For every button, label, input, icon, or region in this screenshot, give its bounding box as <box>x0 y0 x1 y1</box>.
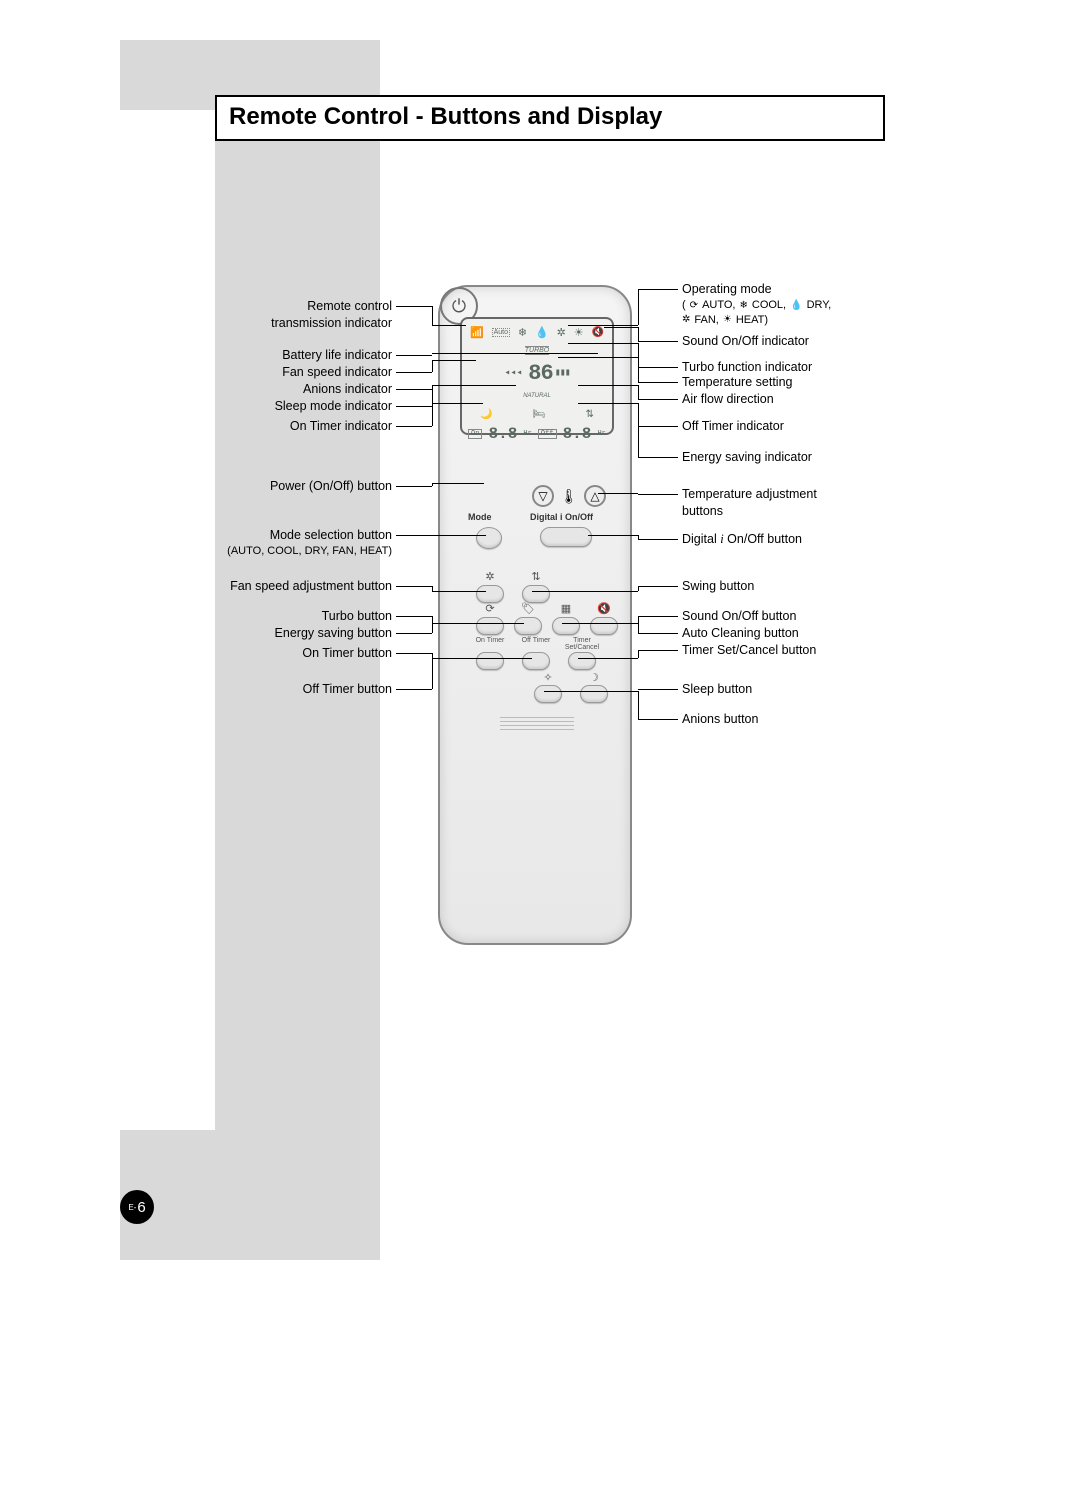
set-cancel-label: Timer Set/Cancel <box>560 637 604 651</box>
callout-modeB: Mode selection button(AUTO, COOL, DRY, F… <box>227 527 392 559</box>
lcd-display: 📶 Auto ❄ 💧 ✲ ☀ 🔇 TURBO ◂◂◂ 86 ▮▮▮ NATURA… <box>460 317 614 435</box>
lcd-timer-row: On 8.8 Hr Off 8.8 Hr <box>466 423 608 445</box>
auto-cleaning-button[interactable] <box>552 617 580 635</box>
callout-savB: Energy saving button <box>275 625 392 642</box>
off-timer-button[interactable] <box>522 652 550 670</box>
lcd-mid-row: 🌙 🛏 ⇅ <box>466 405 608 423</box>
callout-tscB: Timer Set/Cancel button <box>682 642 816 659</box>
swing-button[interactable] <box>522 585 550 603</box>
lcd-fan-icon: ✲ <box>557 326 566 339</box>
mode-button[interactable] <box>476 527 502 549</box>
callout-anI: Anions indicator <box>303 381 392 398</box>
on-timer-label: On Timer <box>472 637 508 644</box>
energy-saving-button[interactable] <box>514 617 542 635</box>
remote-body: 📶 Auto ❄ 💧 ✲ ☀ 🔇 TURBO ◂◂◂ 86 ▮▮▮ NATURA… <box>438 285 632 945</box>
sound-onoff-button[interactable] <box>590 617 618 635</box>
temp-adjust-group: ▽ 🌡 △ <box>532 482 606 510</box>
callout-offTI: Off Timer indicator <box>682 418 784 435</box>
timer-set-cancel-button[interactable] <box>568 652 596 670</box>
thermo-icon: 🌡 <box>561 484 577 508</box>
callout-tx: Remote controltransmission indicator <box>271 298 392 332</box>
anions-button[interactable] <box>534 685 562 703</box>
callout-slpB: Sleep button <box>682 681 752 698</box>
callout-anB: Anions button <box>682 711 758 728</box>
callout-sndI: Sound On/Off indicator <box>682 333 809 350</box>
on-timer-button[interactable] <box>476 652 504 670</box>
callout-onTI: On Timer indicator <box>290 418 392 435</box>
lcd-sound-icon: 🔇 <box>592 327 604 338</box>
temp-down-button[interactable]: ▽ <box>532 485 554 507</box>
page-number-prefix: E- <box>128 1203 136 1212</box>
sleep-button[interactable] <box>580 685 608 703</box>
page-number-badge: E- 6 <box>120 1190 154 1224</box>
callout-sndB: Sound On/Off button <box>682 608 796 625</box>
lcd-batt: ▮▮▮ <box>555 367 570 379</box>
lcd-temp-value: 86 <box>528 361 552 386</box>
lcd-sleep-ind: 🛏 <box>533 409 546 420</box>
power-icon: ⏻ <box>452 296 466 317</box>
callout-clnB: Auto Cleaning button <box>682 625 799 642</box>
sound-icon: 🔇 <box>590 602 618 615</box>
lcd-tx-icon: 📶 <box>470 326 484 339</box>
temp-up-icon: △ <box>590 489 599 503</box>
page-title: Remote Control - Buttons and Display <box>229 103 871 131</box>
callout-esI: Energy saving indicator <box>682 449 812 466</box>
temp-up-button[interactable]: △ <box>584 485 606 507</box>
callout-pwr: Power (On/Off) button <box>270 478 392 495</box>
sleep-icon: ☽ <box>580 671 608 684</box>
lcd-airflow-ind: ⇅ <box>586 409 594 420</box>
lcd-on-value: 8.8 <box>489 425 518 443</box>
turbo-button[interactable] <box>476 617 504 635</box>
callout-turB: Turbo button <box>322 608 392 625</box>
thermometer-icon: 🌡 <box>560 488 578 505</box>
callout-onTB: On Timer button <box>302 645 392 662</box>
anion-icon: ✧ <box>534 671 562 684</box>
digital-onoff-button[interactable] <box>540 527 592 547</box>
lcd-off-value: 8.8 <box>563 425 592 443</box>
callout-opm: Operating mode(⟳AUTO,❄COOL,💧DRY,✲FAN,☀HE… <box>682 281 831 328</box>
lcd-anion-ind: 🌙 <box>480 409 492 420</box>
lcd-heat-icon: ☀ <box>574 326 584 339</box>
callout-digB: Digital i On/Off button <box>682 531 802 548</box>
callout-slpI: Sleep mode indicator <box>275 398 392 415</box>
fan-speed-button[interactable] <box>476 585 504 603</box>
callout-tadj: Temperature adjustmentbuttons <box>682 486 817 520</box>
page-number: 6 <box>137 1199 145 1216</box>
callout-offTB: Off Timer button <box>303 681 392 698</box>
callout-fanB: Fan speed adjustment button <box>230 578 392 595</box>
callout-tmpS: Temperature setting <box>682 374 792 391</box>
digital-label: Digital i On/Off <box>530 512 593 522</box>
off-timer-label: Off Timer <box>518 637 554 644</box>
fan-icon: ✲ <box>476 570 504 583</box>
lcd-natural-label: NATURAL <box>523 393 551 399</box>
title-bar: Remote Control - Buttons and Display <box>215 95 885 141</box>
temp-down-icon: ▽ <box>538 489 547 503</box>
callout-swgB: Swing button <box>682 578 754 595</box>
cleaning-icon: ▦ <box>552 602 580 615</box>
callout-batt: Battery life indicator <box>282 347 392 364</box>
gray-band-bottom <box>120 1130 380 1260</box>
callout-afd: Air flow direction <box>682 391 774 408</box>
lcd-cool-icon: ❄ <box>518 326 527 339</box>
lcd-dry-icon: 💧 <box>535 326 549 339</box>
mode-label: Mode <box>468 512 492 522</box>
callout-fanI: Fan speed indicator <box>282 364 392 381</box>
lcd-auto-icon: Auto <box>492 328 510 337</box>
swing-icon: ⇅ <box>522 570 550 583</box>
lcd-off-unit: Hr <box>597 430 605 438</box>
saving-icon: 🏷 <box>514 602 542 615</box>
lcd-fan-ind: ◂◂◂ <box>504 367 522 379</box>
turbo-icon: ⟳ <box>476 602 504 615</box>
lcd-on-unit: Hr <box>523 430 531 438</box>
lcd-off-label: Off <box>538 429 557 439</box>
speaker-vent <box>500 717 574 733</box>
lcd-temp-row: ◂◂◂ 86 ▮▮▮ <box>466 359 608 387</box>
lcd-on-label: On <box>468 429 482 439</box>
